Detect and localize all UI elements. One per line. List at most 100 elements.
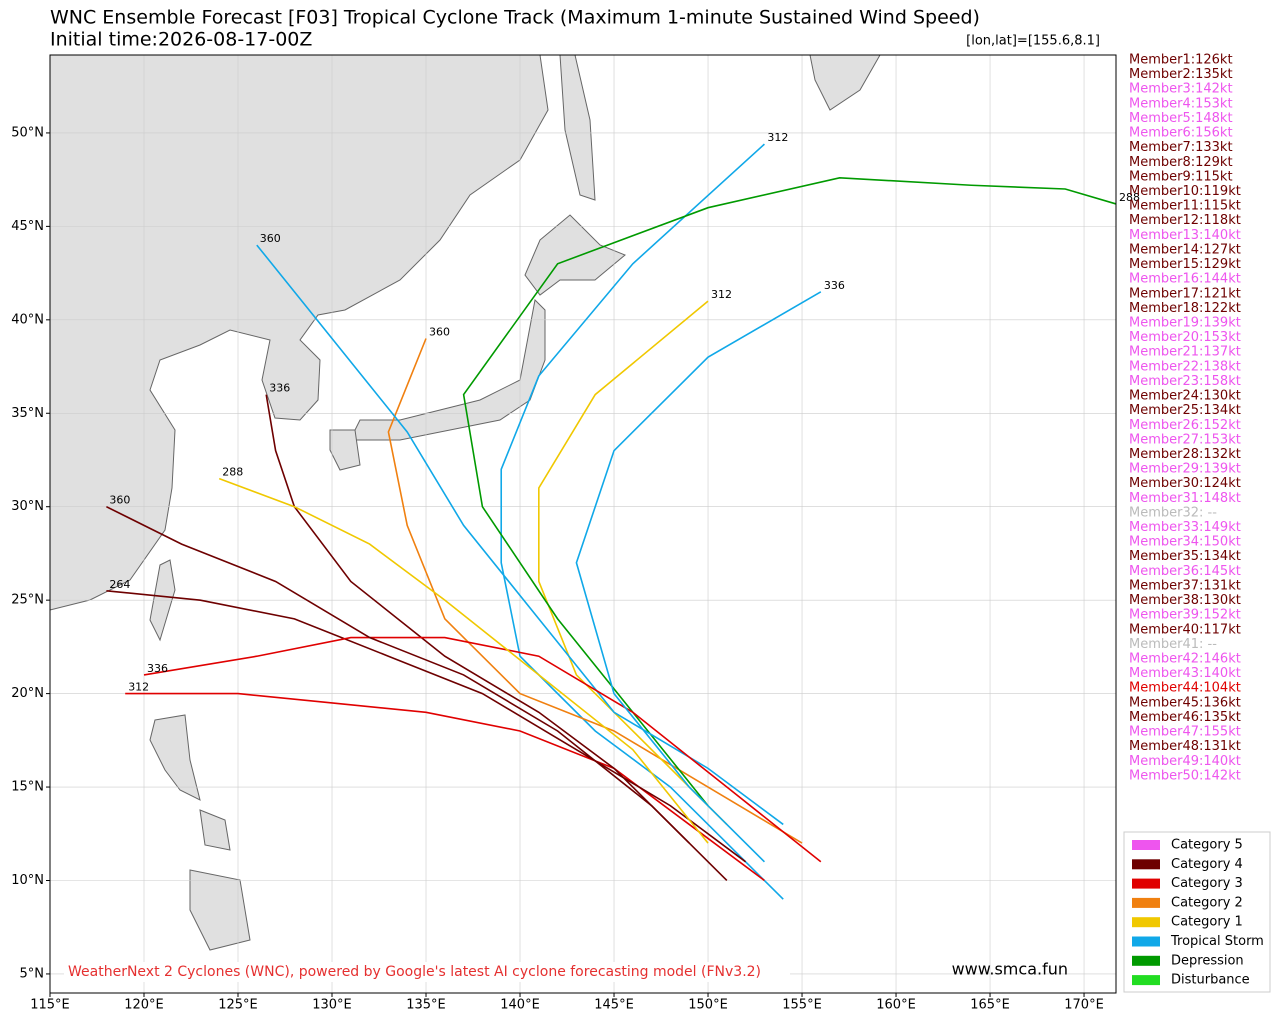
x-tick-label: 170°E (1064, 998, 1104, 1013)
track-hour-label: 360 (260, 232, 281, 245)
y-tick-label: 20°N (11, 686, 44, 701)
member-label: Member50:142kt (1129, 768, 1241, 783)
track-hour-label: 264 (109, 578, 130, 591)
track-hour-label: 312 (767, 131, 788, 144)
cyclone-track (218, 477, 709, 844)
legend-label: Category 3 (1171, 876, 1243, 891)
member-label: Member5:148kt (1129, 111, 1233, 126)
x-tick-label: 165°E (970, 998, 1010, 1013)
member-label: Member16:144kt (1129, 272, 1241, 287)
member-label: Member17:121kt (1129, 286, 1241, 301)
member-label: Member23:158kt (1129, 374, 1241, 389)
member-label: Member9:115kt (1129, 169, 1233, 184)
member-label: Member3:142kt (1129, 82, 1233, 97)
member-label: Member28:132kt (1129, 447, 1241, 462)
y-tick-label: 15°N (11, 780, 44, 795)
x-tick-label: 120°E (124, 998, 164, 1013)
member-label: Member45:136kt (1129, 695, 1241, 710)
position-note: [lon,lat]=[155.6,8.1] (966, 34, 1100, 49)
cyclone-track (106, 590, 747, 863)
member-label: Member20:153kt (1129, 330, 1241, 345)
member-label: Member2:135kt (1129, 67, 1233, 82)
cyclone-track (500, 143, 784, 900)
legend-swatch (1132, 975, 1160, 986)
x-tick-label: 115°E (30, 998, 70, 1013)
x-tick-label: 130°E (312, 998, 352, 1013)
legend-swatch (1132, 955, 1160, 966)
x-tick-label: 135°E (406, 998, 446, 1013)
y-tick-label: 10°N (11, 873, 44, 888)
member-label: Member13:140kt (1129, 228, 1241, 243)
member-label: Member27:153kt (1129, 432, 1241, 447)
track-hour-label: 312 (711, 288, 732, 301)
member-label: Member35:134kt (1129, 549, 1241, 564)
y-tick-label: 40°N (11, 312, 44, 327)
y-tick-label: 25°N (11, 593, 44, 608)
member-label: Member38:130kt (1129, 593, 1241, 608)
member-label: Member14:127kt (1129, 242, 1241, 257)
member-label: Member33:149kt (1129, 520, 1241, 535)
member-label: Member19:139kt (1129, 315, 1241, 330)
member-label: Member8:129kt (1129, 155, 1233, 170)
member-label: Member30:124kt (1129, 476, 1241, 491)
legend-label: Category 1 (1171, 915, 1243, 930)
cyclone-track (575, 291, 822, 863)
legend-label: Category 4 (1171, 857, 1243, 872)
cyclone-track (125, 692, 765, 882)
legend-label: Depression (1171, 953, 1244, 968)
track-hour-label: 360 (429, 326, 450, 339)
member-label: Member34:150kt (1129, 535, 1241, 550)
member-label: Member49:140kt (1129, 754, 1241, 769)
member-label: Member29:139kt (1129, 462, 1241, 477)
member-label: Member12:118kt (1129, 213, 1241, 228)
member-label: Member10:119kt (1129, 184, 1241, 199)
track-hour-label: 336 (824, 279, 845, 292)
member-label: Member44:104kt (1129, 681, 1241, 696)
legend-swatch (1132, 936, 1160, 947)
credit-background (64, 962, 790, 982)
member-label: Member47:155kt (1129, 725, 1241, 740)
credit: WeatherNext 2 Cyclones (WNC), powered by… (68, 964, 761, 980)
cyclone-track (143, 636, 822, 863)
member-label: Member40:117kt (1129, 622, 1241, 637)
track-hour-label: 312 (128, 681, 149, 694)
track-hour-label: 336 (147, 662, 168, 675)
member-label: Member22:138kt (1129, 359, 1241, 374)
legend-swatch (1132, 897, 1160, 908)
y-tick-label: 30°N (11, 499, 44, 514)
legend-swatch (1132, 859, 1160, 870)
y-tick-label: 5°N (20, 966, 45, 981)
chart-title: WNC Ensemble Forecast [F03] Tropical Cyc… (50, 7, 980, 29)
legend-swatch (1132, 840, 1160, 850)
member-label: Member39:152kt (1129, 608, 1241, 623)
member-label: Member4:153kt (1129, 96, 1233, 111)
track-hour-label: 288 (222, 466, 243, 479)
cyclone-track (538, 300, 728, 825)
member-label: Member46:135kt (1129, 710, 1241, 725)
legend-swatch (1132, 878, 1160, 889)
member-label: Member1:126kt (1129, 53, 1233, 68)
track-hour-label: 336 (269, 382, 290, 395)
x-tick-label: 155°E (782, 998, 822, 1013)
member-label: Member48:131kt (1129, 739, 1241, 754)
cyclone-track (106, 505, 728, 882)
member-label: Member25:134kt (1129, 403, 1241, 418)
member-label: Member42:146kt (1129, 652, 1241, 667)
cyclone-track (265, 394, 690, 844)
member-label: Member31:148kt (1129, 491, 1241, 506)
tracks: 312 312 264 360 312 288 360 336 336 336 288 360 (106, 131, 1140, 900)
track-hour-label: 360 (109, 494, 130, 507)
plot-frame (49, 54, 1117, 994)
member-label: Member37:131kt (1129, 578, 1241, 593)
track-hour-label: 288 (1119, 191, 1140, 204)
legend-swatch (1132, 917, 1160, 928)
member-label: Member41: -- (1129, 637, 1217, 652)
x-tick-label: 140°E (500, 998, 540, 1013)
y-tick-label: 45°N (11, 219, 44, 234)
member-label: Member18:122kt (1129, 301, 1241, 316)
x-tick-label: 150°E (688, 998, 728, 1013)
member-label: Member7:133kt (1129, 140, 1233, 155)
member-label: Member11:115kt (1129, 199, 1241, 214)
cyclone-track (462, 176, 1117, 807)
